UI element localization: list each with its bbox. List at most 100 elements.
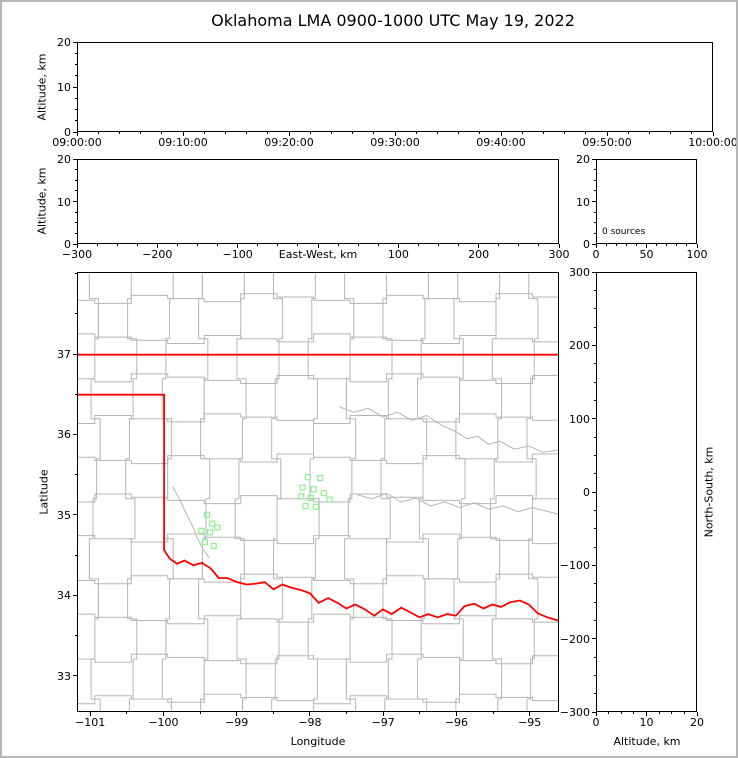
tick-mark — [126, 712, 128, 714]
tick-mark — [73, 201, 77, 202]
tick-mark — [648, 132, 650, 134]
tick-mark — [594, 289, 596, 291]
tick-mark — [75, 554, 77, 556]
tick-mark — [96, 244, 98, 246]
tick-label: −100 — [559, 559, 590, 573]
tick-label: 300 — [569, 266, 590, 279]
tick-label: 20 — [57, 153, 71, 166]
tick-label: 50 — [639, 248, 654, 261]
tick-mark — [397, 244, 399, 248]
lma-station-marker — [302, 502, 309, 510]
tick-mark — [75, 120, 77, 122]
tick-mark — [635, 244, 637, 246]
tick-mark — [492, 712, 494, 714]
county-boundary-line — [307, 273, 320, 711]
tick-mark — [615, 244, 617, 246]
tick-mark — [73, 433, 77, 435]
figure-title: Oklahoma LMA 0900-1000 UTC May 19, 2022 — [211, 11, 575, 30]
county-boundary-line — [78, 653, 558, 665]
tick-mark — [594, 211, 596, 213]
tick-mark — [696, 244, 698, 248]
lma-station-marker — [210, 542, 217, 550]
tick-mark — [75, 313, 77, 315]
tick-mark — [330, 132, 332, 134]
tick-mark — [217, 244, 219, 246]
tick-label: 10 — [639, 716, 654, 729]
tick-mark — [620, 712, 622, 714]
tick-label: 36 — [57, 428, 71, 442]
tick-mark — [606, 132, 608, 136]
tick-mark — [73, 675, 77, 677]
tick-mark — [696, 712, 698, 716]
tick-label: −300 — [559, 706, 590, 719]
tick-mark — [73, 514, 77, 516]
tick-mark — [75, 52, 77, 54]
tick-mark — [594, 222, 596, 224]
tick-label: 20 — [576, 153, 590, 166]
tick-mark — [594, 399, 596, 401]
tick-mark — [75, 232, 77, 234]
tick-mark — [585, 132, 587, 134]
tick-mark — [438, 244, 439, 246]
county-boundary-line — [453, 273, 466, 711]
tick-label: −96 — [444, 716, 469, 729]
county-boundary-line — [78, 533, 558, 545]
tick-mark — [683, 712, 685, 714]
tick-mark — [272, 712, 274, 714]
county-boundary-line — [78, 573, 558, 585]
tick-mark — [625, 244, 627, 246]
tick-mark — [382, 712, 384, 716]
county-boundary-line — [78, 373, 558, 384]
tick-label: 100 — [569, 412, 590, 426]
tick-mark — [237, 244, 239, 248]
lma-station-marker — [298, 493, 305, 500]
tick-mark — [267, 132, 269, 134]
tick-mark — [89, 712, 91, 716]
tick-label: 09:10:00 — [158, 136, 208, 149]
tick-mark — [75, 109, 77, 110]
tick-label: 200 — [569, 339, 590, 353]
tick-mark — [521, 132, 523, 134]
tick-mark — [594, 436, 596, 438]
tick-label: −95 — [518, 716, 542, 729]
oklahoma-map — [78, 273, 558, 711]
tick-mark — [417, 244, 419, 246]
tick-mark — [373, 132, 375, 134]
tick-mark — [346, 712, 348, 714]
tick-mark — [203, 132, 205, 134]
tick-label: 0 — [64, 126, 71, 139]
tick-mark — [595, 712, 597, 716]
tick-label: 34 — [57, 589, 71, 603]
tick-label: 09:40:00 — [476, 136, 526, 149]
tick-mark — [608, 712, 610, 714]
tick-mark — [116, 244, 118, 246]
tick-mark — [671, 712, 673, 714]
tick-mark — [75, 222, 77, 224]
tick-mark — [73, 41, 77, 43]
tick-mark — [594, 454, 596, 456]
tick-label: 20 — [690, 716, 704, 729]
tick-label: 20 — [57, 36, 71, 49]
tick-mark — [236, 712, 238, 716]
tick-mark — [594, 308, 596, 310]
tick-mark — [594, 509, 596, 511]
lma-station-marker — [310, 486, 317, 493]
tick-mark — [592, 491, 596, 493]
tick-label: −100 — [148, 716, 179, 729]
tick-mark — [538, 244, 540, 246]
tick-mark — [564, 132, 566, 134]
tick-mark — [633, 712, 635, 714]
county-boundary-line — [198, 273, 211, 711]
county-boundary-line — [78, 293, 558, 304]
tick-label: −101 — [75, 716, 106, 729]
tick-mark — [686, 244, 688, 246]
x-axis-label-east-west: East-West, km — [278, 248, 358, 261]
tick-mark — [257, 244, 259, 246]
tick-mark — [415, 132, 417, 134]
lma-station-marker — [203, 511, 211, 518]
lma-station-marker — [201, 538, 209, 546]
tick-mark — [337, 244, 339, 246]
tick-mark — [97, 132, 99, 134]
tick-mark — [500, 132, 502, 136]
